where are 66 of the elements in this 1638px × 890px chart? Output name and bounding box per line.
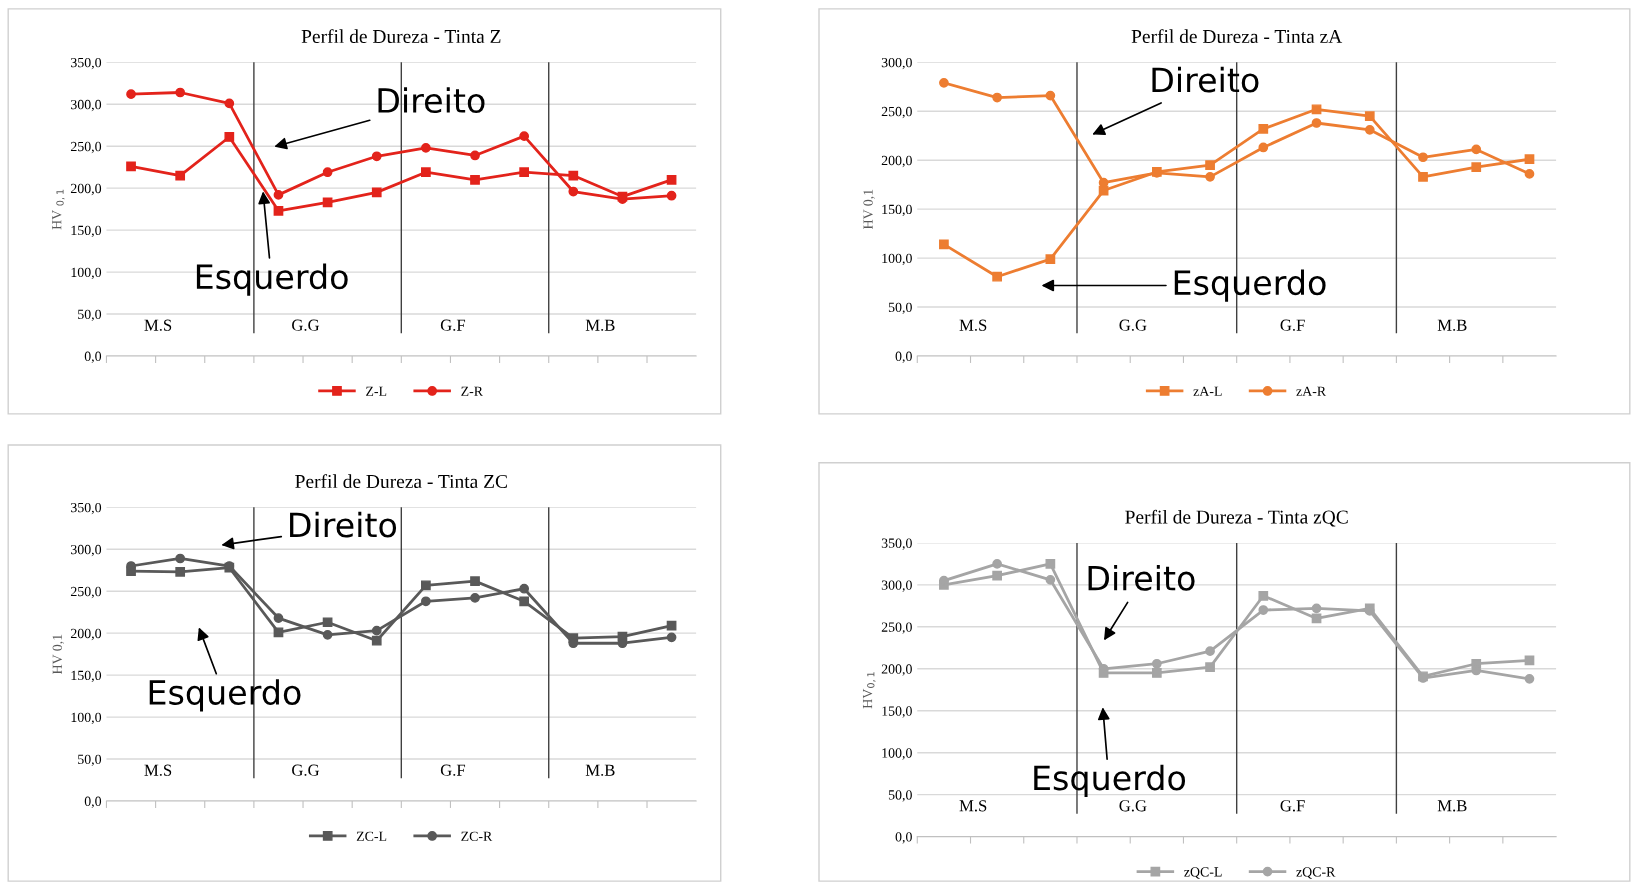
y-tick-label: 350,0	[71, 57, 102, 70]
legend-label: Z-R	[461, 386, 483, 396]
y-axis-title: HV$_{0,1}$	[862, 672, 876, 709]
y-tick-label: 150,0	[882, 706, 912, 718]
y-tick-label: 300,0	[71, 99, 102, 112]
y-tick-label: 300,0	[881, 580, 912, 592]
annotation: G.F	[1280, 800, 1305, 812]
y-tick-label: 50,0	[78, 309, 102, 321]
annotation: M.S	[144, 319, 172, 331]
legend-label: Z-L	[366, 386, 387, 396]
annotation: G.F	[440, 319, 466, 331]
annotation: M.B	[1437, 800, 1467, 812]
annotation: M.B	[1437, 319, 1467, 331]
y-tick-label: 300,0	[881, 57, 912, 70]
y-tick-label: 0,0	[84, 351, 102, 363]
chart-title: Perfil de Dureza - Tinta ZC	[295, 474, 507, 489]
y-tick-label: 250,0	[881, 622, 912, 634]
annotation: M.B	[585, 764, 615, 776]
legend-label: zA-L	[1193, 386, 1222, 396]
y-tick-label: 250,0	[881, 106, 912, 119]
y-tick-label: 150,0	[882, 204, 912, 217]
annotation: G.G	[292, 319, 320, 331]
annotation: Direito	[1088, 564, 1195, 591]
annotation: M.S	[144, 764, 172, 776]
legend-label: ZC-L	[356, 831, 387, 841]
y-tick-label: 0,0	[84, 796, 102, 808]
y-tick-label: 350,0	[71, 502, 102, 515]
y-tick-label: 50,0	[78, 754, 102, 766]
y-tick-label: 100,0	[882, 748, 912, 760]
annotation: G.G	[1119, 800, 1147, 812]
chart-title: Perfil de Dureza - Tinta zA	[1131, 29, 1343, 44]
legend-label: zQC-L	[1184, 867, 1222, 879]
y-tick-label: 200,0	[70, 183, 102, 196]
y-tick-label: 200,0	[881, 155, 912, 168]
annotation: M.S	[959, 800, 987, 812]
annotation: Direito	[290, 511, 397, 538]
y-tick-label: 100,0	[882, 253, 912, 266]
y-tick-label: 250,0	[70, 586, 102, 599]
annotation: G.G	[1119, 319, 1147, 331]
y-tick-label: 300,0	[71, 544, 102, 557]
chart-title: Perfil de Dureza - Tinta zQC	[1125, 509, 1348, 527]
y-tick-label: 50,0	[888, 790, 912, 802]
y-tick-label: 100,0	[71, 267, 102, 280]
y-tick-label: 0,0	[895, 832, 912, 844]
annotation: G.F	[440, 764, 466, 776]
chart-title: Perfil de Dureza - Tinta Z	[301, 29, 501, 44]
y-axis-title: HV 0,1	[863, 189, 875, 230]
y-tick-label: 200,0	[70, 628, 102, 641]
legend-label: ZC-R	[461, 831, 493, 841]
annotation: Esquerdo	[1034, 764, 1186, 797]
y-tick-label: 50,0	[888, 302, 912, 314]
y-tick-label: 150,0	[71, 670, 102, 683]
y-axis-title: HV $_{0,1}$	[52, 189, 65, 230]
y-tick-label: 0,0	[895, 351, 912, 363]
y-tick-label: 100,0	[71, 712, 102, 725]
legend-label: zQC-R	[1296, 867, 1336, 879]
annotation: M.S	[959, 319, 987, 331]
annotation: M.B	[585, 319, 615, 331]
y-tick-label: 200,0	[881, 664, 912, 676]
y-tick-label: 150,0	[71, 225, 102, 238]
y-axis-title: HV 0,1	[52, 634, 64, 675]
annotation: G.F	[1280, 319, 1305, 331]
y-tick-label: 250,0	[70, 141, 102, 154]
legend-label: zA-R	[1296, 386, 1327, 396]
annotation: G.G	[292, 764, 320, 776]
y-tick-label: 350,0	[881, 538, 912, 550]
